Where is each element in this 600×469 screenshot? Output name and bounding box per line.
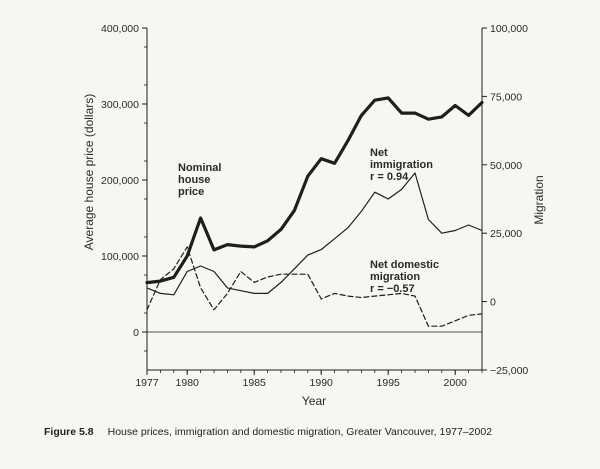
x-tick-label: 1990 — [310, 377, 334, 389]
right-tick-label: 25,000 — [490, 228, 522, 240]
right-axis-title: Migration — [532, 175, 546, 224]
right-tick-label: −25,000 — [490, 365, 528, 377]
left-tick-label: 300,000 — [101, 99, 139, 111]
net-immigration-line — [146, 172, 483, 296]
left-tick-label: 100,000 — [101, 251, 139, 263]
annotation-net-domestic-migration: Net domestic migration r = −0.57 — [370, 259, 442, 295]
house-price-line — [145, 96, 484, 285]
right-tick-label: 100,000 — [490, 23, 528, 35]
left-axis-title: Average house price (dollars) — [82, 94, 96, 251]
left-tick-label: 0 — [133, 327, 139, 339]
annotation-net-immigration: Net immigration r = 0.94 — [370, 147, 436, 183]
figure-caption-text: House prices, immigration and domestic m… — [107, 426, 493, 438]
figure-label: Figure 5.8 — [44, 426, 94, 438]
left-tick-label: 200,000 — [101, 175, 139, 187]
x-tick-label: 1977 — [135, 377, 159, 389]
right-tick-label: 0 — [490, 297, 496, 309]
plot-frame — [142, 27, 487, 375]
x-tick-label: 2000 — [444, 377, 468, 389]
annotation-house-price: Nominal house price — [178, 162, 224, 198]
right-tick-label: 50,000 — [490, 160, 522, 172]
figure-caption: Figure 5.8 House prices, immigration and … — [44, 426, 584, 438]
right-tick-label: 75,000 — [490, 91, 522, 103]
left-tick-label: 400,000 — [101, 23, 139, 35]
x-axis-title: Year — [302, 394, 326, 408]
net-domestic-migration-line — [146, 246, 483, 327]
x-tick-label: 1995 — [377, 377, 401, 389]
x-tick-label: 1980 — [176, 377, 200, 389]
x-tick-label: 1985 — [243, 377, 267, 389]
tick-labels: 1977 1980 1985 1990 1995 2000 0 100,000 200,000 3… — [101, 23, 528, 389]
chart-marks — [145, 96, 484, 327]
